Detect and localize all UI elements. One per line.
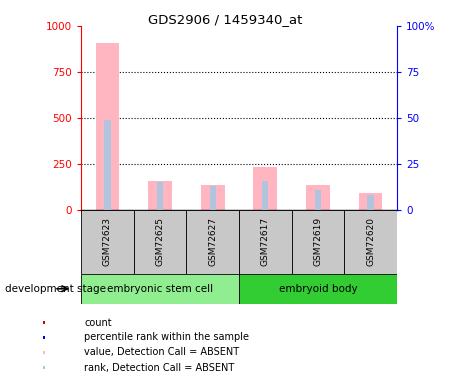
- Bar: [239, 274, 397, 304]
- Bar: [104, 120, 110, 210]
- Text: development stage: development stage: [5, 284, 106, 294]
- Bar: [262, 181, 268, 210]
- Bar: [148, 181, 172, 210]
- Bar: [81, 274, 239, 304]
- Bar: [43, 366, 46, 369]
- Text: count: count: [84, 318, 112, 327]
- Bar: [292, 210, 344, 274]
- Bar: [239, 210, 292, 274]
- Bar: [368, 195, 374, 210]
- Bar: [43, 321, 46, 324]
- Text: GSM72617: GSM72617: [261, 217, 270, 266]
- Text: rank, Detection Call = ABSENT: rank, Detection Call = ABSENT: [84, 363, 235, 372]
- Bar: [201, 185, 225, 210]
- Text: GSM72627: GSM72627: [208, 217, 217, 266]
- Text: GSM72623: GSM72623: [103, 217, 112, 266]
- Bar: [43, 351, 46, 354]
- Text: GSM72619: GSM72619: [313, 217, 322, 266]
- Bar: [81, 210, 134, 274]
- Text: value, Detection Call = ABSENT: value, Detection Call = ABSENT: [84, 348, 239, 357]
- Bar: [96, 43, 120, 210]
- Bar: [210, 186, 216, 210]
- Bar: [134, 210, 186, 274]
- Text: embryonic stem cell: embryonic stem cell: [107, 284, 213, 294]
- Text: embryoid body: embryoid body: [279, 284, 357, 294]
- Bar: [306, 185, 330, 210]
- Text: GSM72620: GSM72620: [366, 217, 375, 266]
- Text: GSM72625: GSM72625: [156, 217, 165, 266]
- Bar: [253, 167, 277, 210]
- Text: percentile rank within the sample: percentile rank within the sample: [84, 333, 249, 342]
- Text: GDS2906 / 1459340_at: GDS2906 / 1459340_at: [148, 13, 303, 26]
- Bar: [186, 210, 239, 274]
- Bar: [344, 210, 397, 274]
- Bar: [359, 193, 382, 210]
- Bar: [43, 336, 46, 339]
- Bar: [157, 183, 163, 210]
- Bar: [315, 190, 321, 210]
